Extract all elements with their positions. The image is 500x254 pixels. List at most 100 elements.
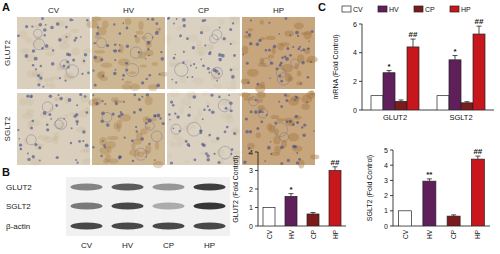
category-label: CP — [310, 230, 317, 239]
nucleus — [233, 54, 236, 57]
tick-label: 5 — [384, 147, 388, 154]
tick — [255, 207, 258, 208]
stain — [184, 160, 191, 163]
nucleus — [58, 38, 62, 42]
nucleus — [20, 148, 22, 150]
nucleus — [210, 94, 213, 97]
y-axis — [362, 24, 363, 110]
tick-label: 6 — [353, 21, 357, 28]
stain — [54, 136, 59, 144]
stain — [94, 50, 105, 53]
nucleus — [84, 95, 87, 98]
stain — [294, 22, 304, 29]
nucleus — [168, 113, 171, 116]
nucleus — [219, 27, 221, 29]
nucleus — [297, 35, 299, 37]
stain — [183, 60, 192, 66]
nucleus — [310, 61, 312, 63]
nucleus — [313, 130, 315, 132]
tick — [390, 150, 393, 151]
micrograph-bg — [167, 17, 240, 89]
nucleus — [268, 22, 270, 24]
stain — [198, 109, 202, 117]
micrograph-bg — [92, 93, 165, 165]
glomerulus — [60, 60, 69, 69]
nucleus — [159, 73, 161, 75]
nucleus — [147, 41, 151, 45]
nucleus — [134, 35, 137, 38]
nucleus — [191, 76, 193, 78]
tick-label: 4 — [249, 149, 253, 156]
nucleus — [78, 140, 81, 143]
tick — [359, 110, 362, 111]
nucleus — [176, 18, 178, 20]
nucleus — [200, 31, 203, 34]
marks — [399, 156, 485, 226]
nucleus — [188, 145, 190, 147]
stain — [86, 21, 98, 29]
nucleus — [300, 83, 302, 85]
nucleus — [285, 17, 288, 20]
nucleus — [31, 26, 33, 28]
nucleus — [17, 34, 20, 37]
stain — [54, 98, 58, 101]
significance: ## — [409, 30, 418, 39]
bar — [285, 196, 297, 226]
nucleus — [192, 46, 195, 49]
stain — [286, 120, 295, 126]
nucleus — [208, 109, 211, 112]
stain — [173, 142, 183, 147]
glomerulus — [144, 33, 153, 42]
stain — [272, 47, 276, 54]
stain — [65, 33, 72, 38]
nucleus — [289, 120, 292, 123]
glomerulus — [34, 39, 45, 50]
nucleus — [64, 80, 66, 82]
nucleus — [45, 44, 49, 48]
nucleus — [289, 54, 292, 57]
stain — [59, 42, 69, 49]
nucleus — [145, 58, 147, 60]
nucleus — [175, 82, 177, 84]
nucleus — [32, 64, 35, 67]
micrograph-bg — [17, 93, 90, 165]
micrograph-bg — [92, 17, 165, 89]
nucleus — [102, 140, 104, 142]
nucleus — [190, 65, 192, 67]
chart: 012345SGLT2 (Fold Control)CVHV**CPHP## — [366, 147, 490, 240]
nucleus — [255, 99, 257, 101]
tick — [359, 52, 362, 53]
bar — [423, 181, 436, 226]
nucleus — [102, 75, 104, 77]
stain — [71, 29, 80, 33]
stain — [64, 114, 69, 119]
nucleus — [119, 44, 121, 46]
nucleus — [218, 96, 221, 99]
tick-label: 0 — [353, 107, 357, 114]
nucleus — [74, 39, 77, 42]
nucleus — [55, 104, 58, 107]
glomerulus — [171, 124, 181, 134]
nucleus — [218, 53, 222, 57]
stain — [240, 92, 251, 97]
nucleus — [83, 60, 85, 62]
nucleus — [250, 110, 253, 113]
blot-band — [194, 202, 226, 209]
stain — [51, 76, 61, 80]
bar — [395, 101, 407, 110]
stain — [81, 58, 85, 65]
nucleus — [208, 52, 211, 55]
stain — [50, 83, 56, 89]
stain — [179, 106, 184, 114]
tick-label: 2 — [384, 192, 388, 199]
nucleus — [139, 108, 142, 111]
nucleus — [193, 63, 195, 65]
nucleus — [113, 72, 117, 76]
nucleus — [125, 62, 128, 65]
nucleus — [48, 113, 51, 116]
bar — [461, 103, 473, 110]
stain — [301, 103, 309, 109]
nucleus — [218, 58, 222, 62]
stain — [26, 98, 34, 105]
nucleus — [81, 73, 83, 75]
